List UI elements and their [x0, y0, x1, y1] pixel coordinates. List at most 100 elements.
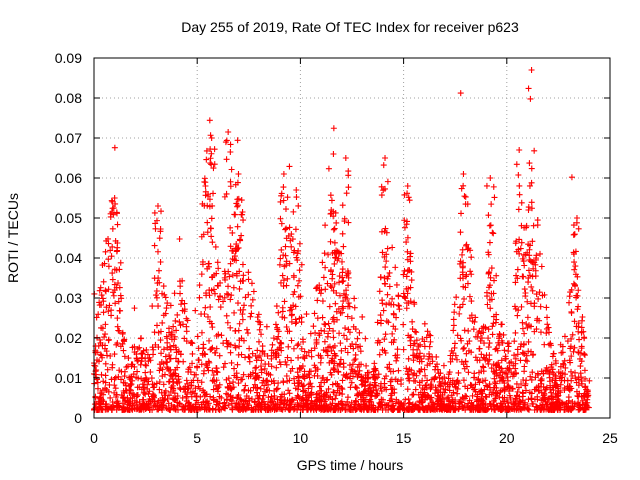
data-point: [331, 367, 338, 374]
data-point: [295, 341, 302, 348]
data-point: [419, 377, 426, 384]
data-point: [514, 388, 521, 395]
data-point: [290, 345, 297, 352]
data-point: [535, 387, 542, 394]
data-point: [126, 399, 133, 406]
data-point: [183, 328, 190, 335]
data-point: [482, 406, 489, 413]
data-point: [512, 305, 519, 312]
data-point: [273, 364, 280, 371]
data-point: [176, 318, 183, 325]
data-point: [509, 385, 516, 392]
data-point: [575, 382, 582, 389]
data-point: [455, 406, 462, 413]
data-point: [516, 182, 523, 189]
data-point: [167, 355, 174, 362]
data-point: [508, 369, 515, 376]
data-point: [243, 326, 250, 333]
data-point: [291, 288, 298, 295]
data-point: [264, 401, 271, 408]
data-point: [144, 351, 151, 358]
data-point: [114, 323, 121, 330]
data-point: [568, 174, 575, 181]
data-point: [512, 279, 519, 286]
data-point: [285, 387, 292, 394]
data-point: [372, 375, 379, 382]
data-point: [321, 393, 328, 400]
data-point: [290, 302, 297, 309]
data-point: [292, 226, 299, 233]
data-point: [406, 197, 413, 204]
data-point: [347, 370, 354, 377]
data-point: [255, 374, 262, 381]
data-point: [326, 303, 333, 310]
data-point: [230, 379, 237, 386]
data-point: [513, 161, 520, 168]
data-point: [522, 290, 529, 297]
data-point: [489, 229, 496, 236]
data-point: [427, 332, 434, 339]
data-point: [103, 237, 110, 244]
data-point: [357, 406, 364, 413]
data-point: [500, 375, 507, 382]
data-point: [380, 307, 387, 314]
data-point: [525, 275, 532, 282]
data-point: [519, 255, 526, 262]
data-point: [260, 377, 267, 384]
data-point: [541, 390, 548, 397]
data-point: [228, 166, 235, 173]
data-point: [376, 351, 383, 358]
data-point: [113, 284, 120, 291]
data-point: [540, 370, 547, 377]
data-point: [491, 369, 498, 376]
data-point: [411, 370, 418, 377]
data-point: [153, 380, 160, 387]
data-point: [475, 369, 482, 376]
data-point: [155, 303, 162, 310]
data-point: [157, 258, 164, 265]
data-point: [368, 392, 375, 399]
data-point: [235, 195, 242, 202]
data-point: [289, 365, 296, 372]
peak-point: [293, 187, 300, 193]
data-point: [98, 352, 105, 359]
data-point: [179, 394, 186, 401]
data-point: [517, 343, 524, 350]
data-point: [266, 405, 273, 412]
data-point: [523, 320, 530, 327]
data-point: [326, 325, 333, 332]
data-point: [527, 373, 534, 380]
data-point: [152, 292, 159, 299]
data-point: [166, 392, 173, 399]
data-point: [200, 341, 207, 348]
data-point: [407, 250, 414, 257]
data-point: [501, 385, 508, 392]
data-point: [92, 368, 99, 375]
data-point: [113, 267, 120, 274]
data-point: [420, 406, 427, 413]
data-point: [515, 384, 522, 391]
data-point: [410, 391, 417, 398]
data-point: [141, 402, 148, 409]
data-point: [384, 245, 391, 252]
data-point: [448, 347, 455, 354]
data-point: [215, 265, 222, 272]
data-point: [572, 375, 579, 382]
data-point: [195, 345, 202, 352]
data-point: [525, 348, 532, 355]
data-point: [248, 310, 255, 317]
data-point: [295, 247, 302, 254]
data-point: [528, 395, 535, 402]
data-point: [290, 208, 297, 215]
data-point: [458, 337, 465, 344]
data-point: [441, 380, 448, 387]
data-point: [212, 243, 219, 250]
data-point: [325, 165, 332, 172]
data-point: [210, 165, 217, 172]
data-point: [536, 250, 543, 257]
data-point: [210, 190, 217, 197]
data-point: [328, 284, 335, 291]
data-point: [294, 342, 301, 349]
data-point: [417, 368, 424, 375]
data-point: [97, 351, 104, 358]
